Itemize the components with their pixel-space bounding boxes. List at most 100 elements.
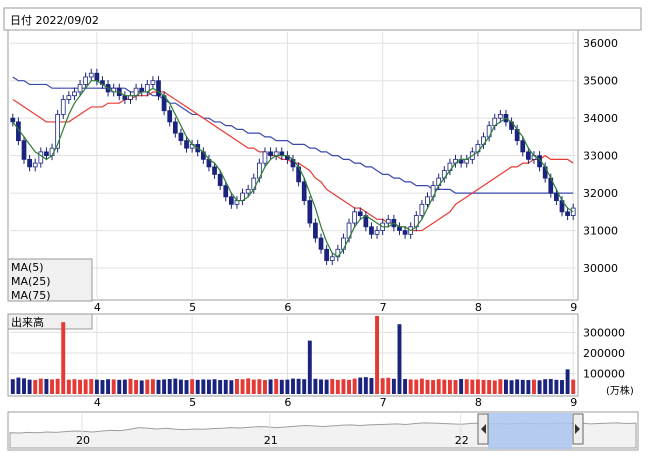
price-x-tick-label: 7	[380, 301, 387, 314]
volume-x-tick-label: 8	[475, 396, 482, 409]
volume-bar	[55, 378, 60, 394]
ma5-path	[12, 80, 574, 258]
volume-bar	[419, 378, 424, 394]
candle-body	[324, 248, 329, 261]
candle-body	[245, 188, 251, 194]
volume-bar	[274, 379, 279, 394]
volume-bar	[61, 322, 66, 394]
price-x-tick-label: 6	[284, 301, 291, 314]
volume-bar	[285, 379, 290, 394]
price-tick-label: 31000	[583, 225, 618, 238]
volume-bar	[89, 379, 94, 394]
candle-body	[307, 200, 313, 224]
volume-bar	[122, 379, 127, 394]
candle-body	[301, 181, 307, 201]
volume-bar	[27, 379, 32, 394]
volume-bar	[459, 379, 464, 394]
price-tick-label: 30000	[583, 262, 618, 275]
volume-bar	[167, 379, 172, 394]
volume-bar	[341, 379, 346, 394]
volume-tick-label: 200000	[583, 347, 625, 360]
volume-x-ticks: 4 5 6 7 8 9	[94, 396, 577, 409]
volume-unit: (万株)	[606, 384, 634, 397]
volume-bar	[150, 379, 155, 394]
volume-bar	[111, 379, 116, 394]
candle-body	[156, 80, 161, 97]
volume-title: 出来高	[11, 315, 44, 329]
volume-bar	[548, 379, 553, 394]
candle-body	[172, 121, 178, 134]
candle-body	[554, 192, 559, 201]
ma5-line	[12, 80, 574, 258]
price-grid	[10, 32, 576, 298]
volume-bar	[475, 379, 480, 394]
volume-bar	[100, 380, 105, 394]
volume-bar	[464, 379, 469, 394]
volume-bar	[436, 379, 441, 394]
volume-bar	[571, 379, 576, 394]
volume-bar	[470, 379, 475, 394]
price-x-tick-label: 9	[570, 301, 577, 314]
volume-bar	[134, 380, 139, 394]
volume-bar	[330, 379, 335, 394]
candle-body	[329, 256, 335, 261]
volume-bar	[195, 379, 200, 394]
candle-body	[55, 114, 60, 149]
volume-bar	[72, 379, 77, 394]
volume-bar	[296, 378, 301, 394]
candle-body	[21, 140, 27, 160]
price-x-tick-label: 8	[475, 301, 482, 314]
candle-body	[520, 140, 526, 153]
legend-ma5: MA(5)	[11, 261, 44, 274]
price-tick-label: 36000	[583, 37, 618, 50]
volume-bar	[190, 379, 195, 394]
volume-bar	[128, 378, 133, 394]
volume-tick-label: 300000	[583, 326, 625, 339]
volume-bar	[431, 380, 436, 394]
volume-bar	[50, 379, 54, 394]
volume-bar	[363, 377, 368, 394]
volume-bar	[257, 379, 262, 394]
legend-ma75: MA(75)	[11, 289, 51, 302]
volume-bar	[543, 379, 548, 394]
candle-body	[419, 203, 425, 216]
date-label: 日付 2022/09/02	[10, 14, 99, 27]
candle-body	[526, 151, 531, 160]
volume-bar	[173, 378, 178, 394]
volume-bar	[554, 379, 559, 394]
volume-bar	[302, 379, 307, 394]
volume-bar	[78, 379, 83, 394]
volume-bar	[16, 377, 21, 394]
candle-body	[38, 151, 44, 164]
candle-body	[212, 166, 217, 175]
navigator-x-tick-label: 22	[455, 434, 469, 447]
volume-bar	[268, 379, 273, 394]
candle-body	[66, 95, 72, 100]
candle-body	[369, 226, 374, 235]
navigator-selection[interactable]	[488, 413, 572, 449]
candle-body	[60, 99, 66, 115]
volume-bar	[229, 380, 234, 394]
volume-bar	[425, 379, 430, 394]
volume-bar	[145, 379, 150, 394]
candle-body	[88, 72, 94, 78]
price-tick-label: 35000	[583, 75, 618, 88]
volume-bar	[532, 379, 536, 394]
candle-body	[72, 91, 77, 97]
arrow-left-icon	[481, 424, 486, 434]
volume-bar	[391, 378, 396, 394]
volume-bar	[447, 379, 452, 394]
price-x-tick-label: 5	[189, 301, 196, 314]
volume-bar	[206, 379, 211, 394]
volume-bar	[414, 379, 419, 394]
volume-bar	[22, 378, 26, 394]
candle-body	[357, 211, 363, 216]
candle-body	[94, 72, 100, 82]
legend-box	[7, 258, 93, 302]
navigator-x-tick-label: 21	[264, 434, 278, 447]
volume-bar	[94, 379, 99, 394]
candle-body	[313, 222, 318, 239]
volume-bar	[565, 369, 570, 394]
volume-bar	[313, 378, 318, 394]
candle-body	[77, 84, 83, 93]
